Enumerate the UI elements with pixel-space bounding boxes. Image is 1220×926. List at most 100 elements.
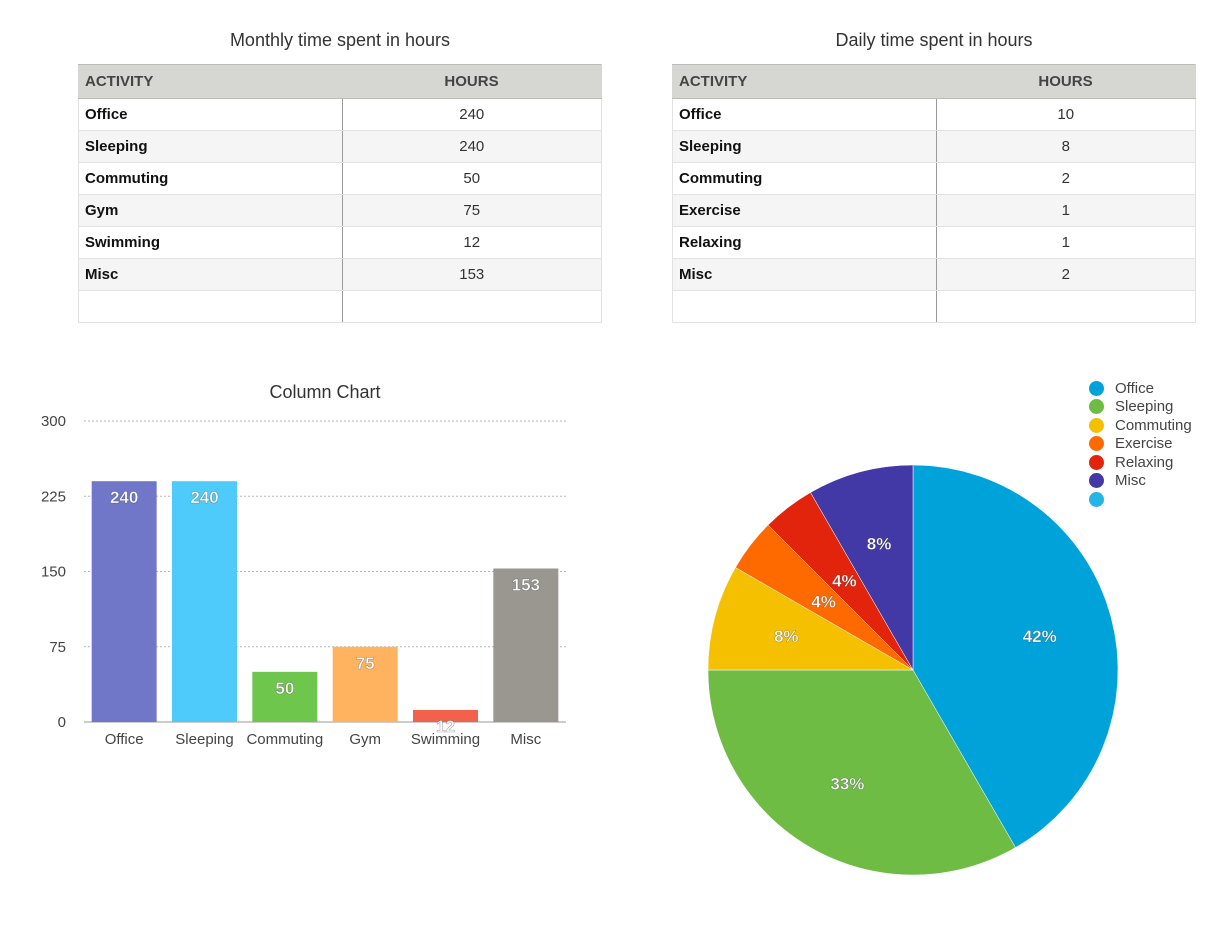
activity-cell[interactable] (672, 290, 937, 323)
activity-cell[interactable] (78, 290, 343, 323)
hours-cell[interactable]: 2 (936, 162, 1196, 195)
table-row: Office 10 (672, 98, 1196, 131)
hours-cell[interactable]: 8 (936, 130, 1196, 163)
bar-value-label: 12 (436, 717, 455, 736)
table-row: Swimming 12 (78, 226, 602, 259)
hours-cell[interactable]: 10 (936, 98, 1196, 131)
legend-swatch (1089, 380, 1104, 396)
table-row: Sleeping 8 (672, 130, 1196, 163)
hours-cell[interactable]: 153 (342, 258, 602, 291)
x-tick-label: Misc (510, 731, 541, 748)
legend-label: Commuting (1115, 416, 1192, 434)
pie-slice-sleeping (707, 669, 1016, 876)
legend-label: Exercise (1115, 435, 1173, 453)
header-activity: ACTIVITY (78, 64, 342, 99)
daily-table: ACTIVITY HOURS Office 10 Sleeping 8 Commut… (672, 64, 1196, 323)
hours-cell[interactable] (936, 290, 1196, 323)
x-tick-label: Swimming (411, 731, 480, 748)
bar-gym (332, 646, 398, 722)
legend-swatch (1089, 417, 1104, 433)
activity-cell[interactable]: Misc (78, 258, 343, 291)
bar-misc (493, 568, 559, 722)
y-tick-label: 75 (49, 639, 66, 656)
activity-cell[interactable]: Commuting (78, 162, 343, 195)
pie-slice-commuting (707, 567, 914, 671)
legend-label: Sleeping (1115, 398, 1174, 416)
activity-cell[interactable]: Office (78, 98, 343, 131)
bar-value-label: 153 (512, 575, 540, 594)
legend-label: Office (1115, 379, 1154, 397)
y-tick-label: 225 (41, 488, 66, 505)
pie-pct-label: 4% (811, 592, 836, 611)
activity-cell[interactable]: Commuting (672, 162, 937, 195)
activity-cell[interactable]: Relaxing (672, 226, 937, 259)
table-header-row: ACTIVITY HOURS (78, 64, 602, 99)
table-row: Commuting 50 (78, 162, 602, 195)
x-tick-label: Commuting (246, 731, 323, 748)
legend-item-relaxing[interactable]: Relaxing (1089, 453, 1192, 472)
pie-pct-label: 42% (1023, 627, 1057, 646)
hours-cell[interactable]: 50 (342, 162, 602, 195)
legend-label: Misc (1115, 472, 1146, 490)
legend-swatch (1089, 399, 1104, 415)
hours-cell[interactable]: 240 (342, 98, 602, 131)
table-row: Relaxing 1 (672, 226, 1196, 259)
bar-swimming (413, 709, 478, 722)
bar-office (91, 481, 157, 722)
activity-cell[interactable]: Exercise (672, 194, 937, 227)
y-tick-label: 0 (58, 714, 66, 731)
x-tick-label: Office (105, 731, 144, 748)
table-row: Misc 2 (672, 258, 1196, 291)
legend-item-office[interactable]: Office (1089, 379, 1192, 398)
hours-cell[interactable] (342, 290, 602, 323)
hours-cell[interactable]: 1 (936, 194, 1196, 227)
legend-item-misc[interactable]: Misc (1089, 472, 1192, 491)
activity-cell[interactable]: Sleeping (672, 130, 937, 163)
legend-swatch (1089, 491, 1104, 507)
hours-cell[interactable]: 75 (342, 194, 602, 227)
table-row: Office 240 (78, 98, 602, 131)
legend-item-unlabeled[interactable] (1089, 490, 1192, 509)
header-hours: HOURS (936, 64, 1196, 99)
pie-legend: Office Sleeping Commuting Exercise Relax… (1089, 379, 1192, 509)
y-tick-label: 300 (41, 413, 66, 430)
table-row: Exercise 1 (672, 194, 1196, 227)
activity-cell[interactable]: Sleeping (78, 130, 343, 163)
table-row: Sleeping 240 (78, 130, 602, 163)
activity-cell[interactable]: Gym (78, 194, 343, 227)
activity-cell[interactable]: Swimming (78, 226, 343, 259)
legend-item-sleeping[interactable]: Sleeping (1089, 398, 1192, 417)
column-chart-title: Column Chart (269, 382, 381, 402)
table-row: Gym 75 (78, 194, 602, 227)
pie-pct-label: 8% (774, 627, 799, 646)
pie-pct-label: 33% (830, 775, 864, 794)
pie-pct-label: 8% (867, 534, 892, 553)
table-row: Commuting 2 (672, 162, 1196, 195)
hours-cell[interactable]: 240 (342, 130, 602, 163)
daily-table-title: Daily time spent in hours (835, 30, 1033, 50)
pie-pct-label: 4% (832, 572, 857, 591)
activity-cell[interactable]: Office (672, 98, 937, 131)
pie-slice-misc (810, 464, 914, 671)
monthly-table-title: Monthly time spent in hours (229, 30, 451, 50)
table-row: Misc 153 (78, 258, 602, 291)
bar-value-label: 75 (356, 654, 375, 673)
legend-label: Relaxing (1115, 453, 1174, 471)
x-tick-label: Gym (349, 731, 381, 748)
hours-cell[interactable]: 2 (936, 258, 1196, 291)
header-hours: HOURS (342, 64, 602, 99)
hours-cell[interactable]: 1 (936, 226, 1196, 259)
legend-swatch (1089, 454, 1104, 470)
bar-value-label: 50 (275, 679, 294, 698)
bar-sleeping (172, 481, 237, 722)
activity-cell[interactable]: Misc (672, 258, 937, 291)
table-row (78, 290, 602, 323)
table-header-row: ACTIVITY HOURS (672, 64, 1196, 99)
legend-item-exercise[interactable]: Exercise (1089, 435, 1192, 454)
legend-item-commuting[interactable]: Commuting (1089, 416, 1192, 435)
header-activity: ACTIVITY (672, 64, 936, 99)
hours-cell[interactable]: 12 (342, 226, 602, 259)
monthly-table: ACTIVITY HOURS Office 240 Sleeping 240 Com… (78, 64, 602, 323)
bar-commuting (252, 671, 318, 722)
